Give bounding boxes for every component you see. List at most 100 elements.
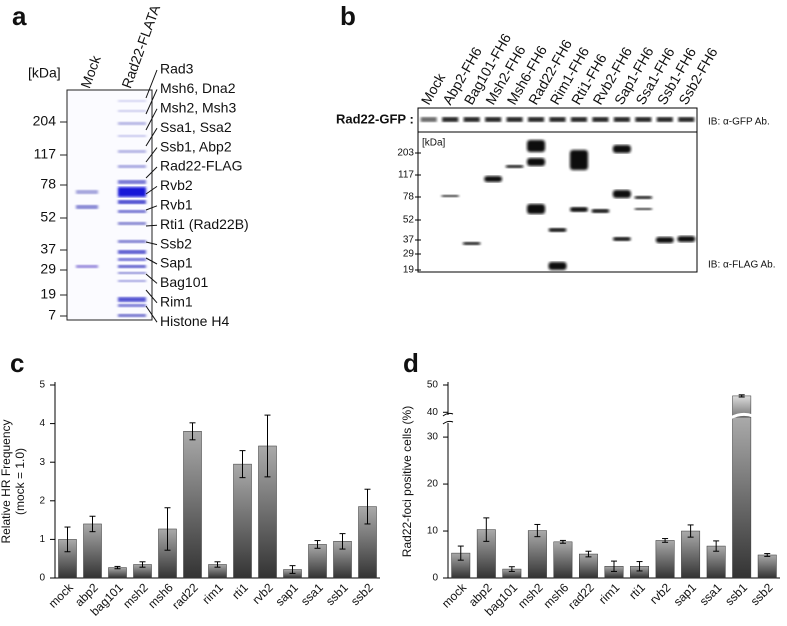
protein-label: Rad3 <box>160 61 194 77</box>
band <box>569 150 588 170</box>
band <box>548 262 567 270</box>
protein-label: Rim1 <box>160 294 193 310</box>
protein-label: Rvb1 <box>160 197 193 213</box>
x-tick-label: ssb1 <box>323 580 351 608</box>
band <box>118 135 146 137</box>
band <box>76 265 98 268</box>
panel-label: d <box>403 348 419 378</box>
band <box>655 237 674 243</box>
pointer <box>145 166 158 179</box>
blot-flag <box>417 131 698 273</box>
band <box>527 204 546 214</box>
axis-break <box>442 412 454 425</box>
band <box>612 237 631 241</box>
protein-label: Bag101 <box>160 274 208 290</box>
x-tick-label: ssb2 <box>348 580 376 608</box>
bar-break <box>729 412 754 420</box>
x-tick-label: ssb2 <box>748 580 776 608</box>
y-axis-label: Relative HR Frequency <box>0 419 13 543</box>
x-tick-label: rad22 <box>169 580 201 612</box>
band <box>612 145 631 153</box>
band <box>635 117 652 122</box>
y-tick-label: 20 <box>427 479 439 490</box>
kda-label: 78 <box>403 192 415 203</box>
band <box>505 165 524 168</box>
x-tick-label: ssa1 <box>697 580 725 608</box>
kda-label: 78 <box>40 176 56 192</box>
protein-label: Histone H4 <box>160 313 229 329</box>
blot-label: IB: α-FLAG Ab. <box>708 260 775 271</box>
band <box>118 240 146 243</box>
y-axis-label: (mock = 1.0) <box>13 448 27 515</box>
band <box>118 200 146 204</box>
band <box>118 258 146 261</box>
bar <box>183 431 202 579</box>
band <box>549 117 566 122</box>
kda-label: 117 <box>34 146 57 162</box>
bar <box>553 541 573 579</box>
band <box>118 280 146 282</box>
pointer <box>145 108 158 131</box>
x-tick-label: msh6 <box>541 580 572 611</box>
bar <box>308 544 327 579</box>
x-tick-label: rim1 <box>596 580 623 607</box>
y-tick-label: 0 <box>39 573 45 584</box>
band <box>118 110 146 112</box>
y-tick-label: 0 <box>432 573 438 584</box>
pointer <box>145 257 158 265</box>
band <box>656 117 673 122</box>
y-tick-label: 50 <box>427 380 439 391</box>
pointer <box>145 89 158 115</box>
band <box>118 210 146 213</box>
protein-label: Ssb2 <box>160 235 192 251</box>
band <box>420 117 437 122</box>
panel-label: a <box>12 1 27 31</box>
bar <box>732 416 752 579</box>
band <box>462 242 481 245</box>
band <box>118 222 146 225</box>
y-tick-label: 4 <box>39 418 45 429</box>
bar <box>579 553 598 579</box>
bar <box>527 530 547 579</box>
kda-label: 19 <box>403 265 415 276</box>
lane-label: Rad22-FLATA <box>118 2 163 90</box>
x-tick-label: msh2 <box>120 580 151 611</box>
protein-label: Rvb2 <box>160 177 193 193</box>
protein-label: Sap1 <box>160 255 193 271</box>
pointer <box>145 273 158 284</box>
pointer <box>145 289 158 304</box>
x-tick-label: rim1 <box>199 580 226 607</box>
kda-label: 204 <box>33 113 57 129</box>
x-tick-label: ssb1 <box>722 580 750 608</box>
band <box>634 196 653 199</box>
bar <box>233 463 252 579</box>
x-tick-label: rvb2 <box>647 580 674 607</box>
x-tick-label: rti1 <box>626 580 648 602</box>
band <box>118 150 146 153</box>
x-tick-label: msh6 <box>145 580 176 611</box>
bar <box>757 554 777 579</box>
band <box>118 100 146 102</box>
x-tick-label: ssa1 <box>298 580 326 608</box>
kda-label: 7 <box>48 307 56 323</box>
pointer <box>145 69 158 99</box>
x-tick-label: sap1 <box>273 580 302 609</box>
band <box>484 176 503 182</box>
protein-label: Ssa1, Ssa2 <box>160 119 232 135</box>
band <box>118 297 146 302</box>
band <box>441 195 460 197</box>
band <box>442 117 459 122</box>
band <box>592 117 609 122</box>
band <box>634 208 653 210</box>
panel-label: c <box>10 348 24 378</box>
panel-label: b <box>340 1 356 31</box>
band <box>118 272 146 274</box>
blot-label: IB: α-GFP Ab. <box>708 117 770 128</box>
pointer <box>145 127 158 147</box>
y-tick-label: 3 <box>39 457 45 468</box>
band <box>591 209 610 213</box>
kda-label: 203 <box>397 148 414 159</box>
band <box>485 117 502 122</box>
band <box>76 205 98 209</box>
